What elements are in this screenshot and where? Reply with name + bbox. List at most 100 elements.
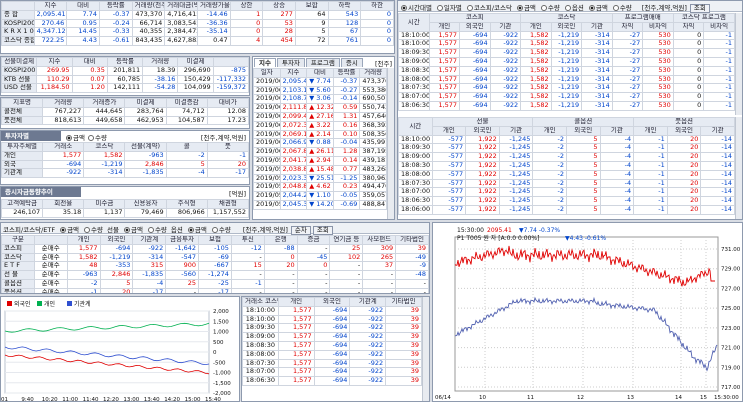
column-header[interactable]: 지수 (279, 68, 308, 78)
table-row[interactable]: 18:08:00 1,577 -694 -922 39 (242, 349, 422, 360)
column-header[interactable]: 신용융자 (124, 199, 167, 209)
table-row[interactable]: 18:09:00 -577 1,922 -1,245 -2 5 -4 -1 20 -14 (398, 152, 735, 162)
table-row[interactable]: 선 물 순매수 -963 2,846 -1,835 -560 -1,274- - - - - -48 (1, 270, 429, 280)
column-header[interactable] (33, 235, 68, 245)
column-header[interactable]: 구분 (1, 235, 35, 245)
column-header[interactable]: 기관 (489, 21, 522, 32)
column-header[interactable]: 외국인 (313, 297, 351, 307)
column-header[interactable]: 개인 (532, 125, 567, 136)
column-header[interactable]: 외국인 (666, 125, 702, 136)
table-row[interactable]: USD 선물 1,184.50 1.20 142,111 -54.28 104,099 -1… (1, 83, 249, 94)
table-row[interactable]: 18:07:00 1,577 -694 -922 39 (242, 367, 422, 378)
column-header[interactable]: 상승 (262, 1, 296, 11)
table-row[interactable]: 18:08:00 -577 1,922 -1,245 -2 5 -4 -1 20 -14 (398, 169, 735, 180)
column-header[interactable]: 연기금 등 (329, 235, 364, 245)
column-header[interactable]: 거래량가율 (196, 1, 231, 11)
grid-option-radio[interactable] (84, 227, 91, 233)
tab-2[interactable]: 프로그램 (305, 58, 340, 67)
grid-option-radio[interactable] (147, 227, 154, 233)
table-row[interactable]: 코스피 순매수 1,577 -694 -922 -1,642 -105 -12 -88-25 30… (1, 243, 429, 254)
column-header[interactable]: 대비 (66, 1, 100, 11)
table-row[interactable]: 콜옵션 순매수 -2 5 -4 25 -25 -1- - - - - (1, 278, 429, 289)
table-row[interactable]: 18:09:00 1,577 -694 -922 39 (242, 332, 422, 342)
table-row[interactable]: 외국 -694 -1,219 2,846 5 20 (1, 159, 249, 170)
flow-table-scrollbar[interactable] (422, 297, 429, 401)
column-header[interactable]: 개인 (633, 125, 668, 136)
table-row[interactable]: KOSPI200 선물269.950.35201,81118.39296,690… (1, 65, 249, 76)
column-header[interactable]: 비차익 (642, 21, 674, 32)
table-row[interactable]: 18:06:30 -577 1,922 -1,245 -2 5 -4 -1 20 -14 (398, 196, 735, 206)
table-row[interactable]: 18:10:00 1,577 -694 -922 1,582 -1,219 -314 -27 5… (398, 39, 735, 50)
table-row[interactable]: 18:07:00 -577 1,922 -1,245 -2 5 -4 -1 20 -14 (398, 187, 735, 198)
table-row[interactable]: 18:10:00 1,577 -694 -922 39 (242, 314, 422, 325)
column-header[interactable]: 일자 (253, 68, 281, 78)
column-header[interactable]: 등락률 (106, 57, 144, 67)
column-header[interactable]: 대비 (306, 68, 334, 78)
column-header[interactable]: 비차익 (703, 21, 735, 32)
column-header[interactable]: 증금 (296, 235, 331, 245)
table-row[interactable]: 18:10:00 -577 1,922 -1,245 -2 5 -4 -1 20 -14 (398, 134, 735, 145)
table-row[interactable]: 종 합 2,095.41 7.74 -0.37 473,370 4,716,415 -14.… (1, 9, 394, 20)
column-header[interactable]: 지표명 (1, 98, 44, 108)
table-row[interactable]: 콜전체 767,227 444,645 283,764 74,712 12.08 (1, 106, 249, 117)
column-header[interactable]: 미수금 (83, 199, 126, 209)
sequential-button[interactable]: 순차 (290, 226, 311, 235)
table-row[interactable]: 풋옵션 순매수 -1 20 -17- -17- - - - - - (1, 287, 429, 293)
column-header[interactable]: 미결증감 (165, 98, 208, 108)
column-header[interactable]: 보험 (198, 235, 232, 245)
column-header[interactable]: 하한 (360, 1, 394, 11)
column-header[interactable]: 개인 (66, 235, 101, 245)
column-header[interactable]: 사모펀드 (362, 235, 397, 245)
column-header[interactable]: 거래량(천주) (131, 1, 166, 11)
table-row[interactable]: 18:07:30 1,577 -694 -922 1,582 -1,219 -314 -27 5… (398, 83, 735, 94)
column-header[interactable]: 기관계 (349, 297, 387, 307)
column-header[interactable]: 대비가 (206, 98, 249, 108)
table-row[interactable]: KTB 선물 110.29 0.07 60,785 -38.16 150,429 -117,… (1, 74, 249, 85)
program-option-radio[interactable] (401, 5, 407, 11)
column-header[interactable]: 기관 (581, 21, 613, 32)
column-header[interactable]: 지수 (33, 1, 68, 11)
column-header[interactable]: 고객예탁금 (1, 199, 44, 209)
column-header[interactable]: 주식형 (165, 199, 208, 209)
table-row[interactable]: 18:07:30 1,577 -694 -922 39 (242, 358, 422, 369)
column-header[interactable]: 투신 (230, 235, 265, 245)
table-row[interactable]: 기관계 -922 -314 -1,835 -4 -17 (1, 168, 249, 179)
table-row[interactable]: 코스닥 종합 722.25 4.43 -0.61 843,435 4,627,883 0.4… (1, 36, 394, 46)
table-row[interactable]: E T F 순매수 48 -353 315 900 -667 15 20 0-37 -9 (1, 261, 429, 272)
column-header[interactable]: 기타법인 (395, 235, 429, 245)
tab-3[interactable]: 증시 (340, 58, 363, 67)
table-row[interactable]: K R X 1 0 04,347.1214.45-0.3340,3552,384… (1, 27, 394, 38)
table-row[interactable]: 18:09:00 1,577 -694 -922 1,582 -1,219 -314 -27 5… (398, 56, 735, 67)
column-header[interactable]: 거래소 (42, 142, 85, 152)
column-header[interactable]: 기관계 (132, 235, 167, 245)
column-header[interactable]: 기관 (700, 125, 735, 136)
program-option-radio[interactable] (540, 5, 547, 11)
column-header[interactable]: 거래량 (142, 57, 179, 67)
grid-option-radio[interactable] (60, 227, 67, 233)
column-header[interactable]: 회전율 (42, 199, 85, 209)
table-row[interactable]: 개인 1,577 1,582 -963 -2 -1 (1, 150, 249, 161)
table-row[interactable]: 18:09:30 1,577 -694 -922 1,582 -1,219 -314 -27 5… (398, 48, 735, 58)
column-header[interactable]: 등락률 (332, 68, 361, 78)
column-header[interactable] (212, 57, 249, 67)
table-row[interactable]: 18:08:30 1,577 -694 -922 1,582 -1,219 -314 -27 5… (398, 65, 735, 76)
table-row[interactable]: 18:09:30 1,577 -694 -922 39 (242, 323, 422, 334)
column-header[interactable]: 하락 (327, 1, 362, 11)
table-row[interactable]: 246,107 35.18 1,137 79,469 806,966 1,157,552 (1, 207, 249, 218)
program-option-radio[interactable] (612, 5, 619, 11)
program-option-radio[interactable] (564, 5, 571, 11)
table-row[interactable]: 18:06:00 -577 1,922 -1,245 -2 5 -4 -1 20 -14 (398, 204, 735, 215)
column-header[interactable]: 기관 (498, 125, 534, 136)
column-header[interactable]: 거래소 코스닥 (242, 297, 279, 307)
column-header[interactable]: 차익 (611, 21, 644, 32)
table-row[interactable]: 풋전체 818,613 449,658 462,953 104,587 17.23 (1, 115, 249, 126)
column-header[interactable]: 차익 (672, 21, 705, 32)
column-header[interactable]: 코스닥 (83, 142, 126, 152)
column-header[interactable]: 미결제 (177, 57, 214, 67)
grid-option-radio[interactable] (211, 227, 218, 233)
column-header[interactable]: 미결제 (124, 98, 167, 108)
